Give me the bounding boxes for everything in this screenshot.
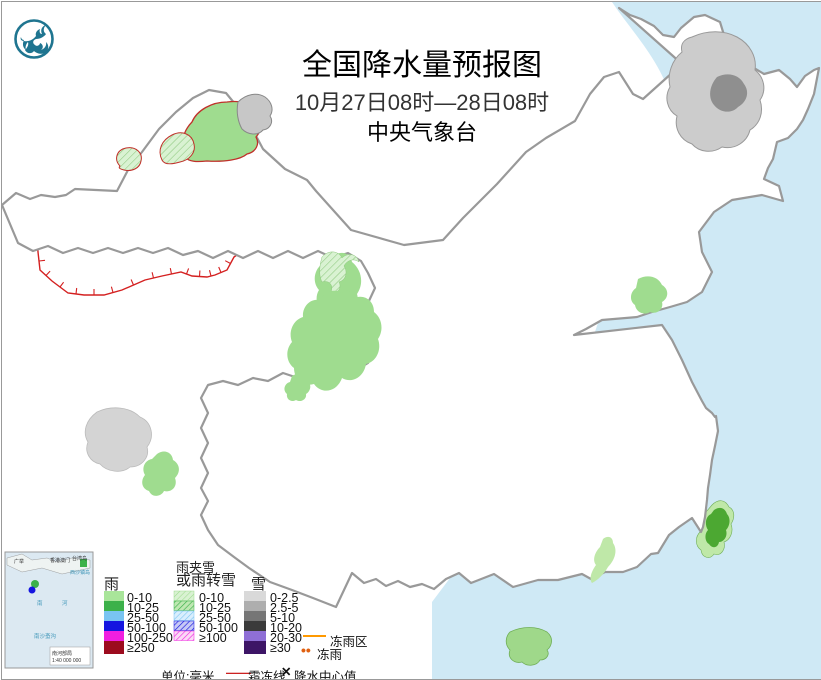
svg-text:西沙镇岛: 西沙镇岛 [70, 569, 90, 576]
svg-text:南沙蚉沟: 南沙蚉沟 [34, 632, 57, 640]
svg-text:南: 南 [37, 599, 43, 607]
svg-text:10月27日08时—28日08时: 10月27日08时—28日08时 [295, 90, 549, 115]
svg-text:全国降水量预报图: 全国降水量预报图 [302, 49, 542, 82]
svg-text:香港澳门: 香港澳门 [50, 557, 70, 564]
svg-text:中央气象台: 中央气象台 [367, 120, 477, 145]
svg-text:广举: 广举 [14, 558, 24, 565]
svg-text:1:40 000 000: 1:40 000 000 [52, 658, 81, 664]
svg-text:台湾岛: 台湾岛 [72, 555, 87, 562]
svg-text:河: 河 [62, 599, 68, 607]
svg-text:南河部局: 南河部局 [52, 650, 72, 657]
